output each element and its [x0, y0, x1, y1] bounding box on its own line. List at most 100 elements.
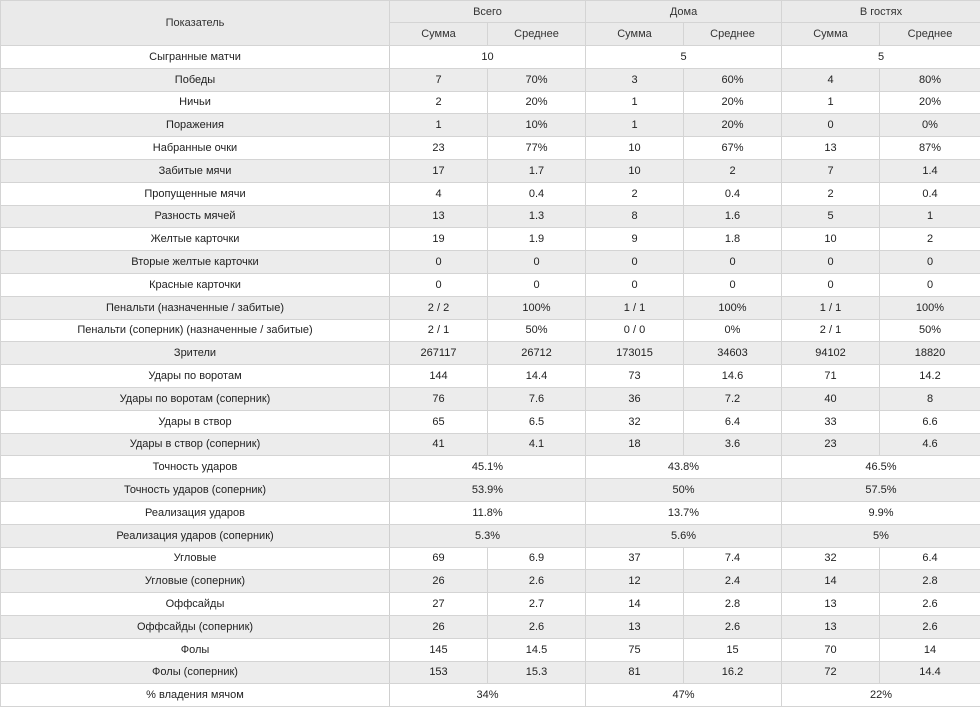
row-label: Точность ударов (соперник) [0, 478, 390, 502]
sum-cell: 13 [389, 204, 488, 229]
sum-cell: 1 / 1 [585, 295, 684, 320]
table-header: Показатель Всего Дома В гостях Сумма Сре… [0, 0, 980, 46]
sum-cell: 153 [389, 660, 488, 685]
table-row: Набранные очки 23 77% 10 67% 13 87% [0, 136, 980, 160]
row-label: Сыгранные матчи [0, 45, 390, 69]
row-label: Удары по воротам (соперник) [0, 386, 390, 411]
avg-cell: 16.2 [683, 660, 782, 685]
table-row: Удары по воротам (соперник) 76 7.6 36 7.2 40 8 [0, 386, 980, 411]
avg-cell: 1.7 [487, 158, 586, 183]
avg-cell: 15.3 [487, 660, 586, 685]
table-row: Оффсайды 27 2.7 14 2.8 13 2.6 [0, 592, 980, 616]
sum-cell: 14 [585, 592, 684, 616]
sum-cell: 13 [781, 136, 880, 160]
table-row: Удары по воротам 144 14.4 73 14.6 71 14.2 [0, 364, 980, 388]
avg-cell: 26712 [487, 341, 586, 366]
row-label: Вторые желтые карточки [0, 250, 390, 274]
sum-cell: 12 [585, 569, 684, 594]
row-label: Фолы [0, 637, 390, 662]
sum-cell: 75 [585, 637, 684, 662]
merged-cell: 13.7% [585, 500, 782, 525]
table-row: Забитые мячи 17 1.7 10 2 7 1.4 [0, 158, 980, 183]
sum-cell: 10 [781, 227, 880, 252]
merged-cell: 50% [585, 478, 782, 502]
avg-cell: 2 [683, 158, 782, 183]
avg-cell: 1.9 [487, 227, 586, 252]
table-row: Удары в створ 65 6.5 32 6.4 33 6.6 [0, 409, 980, 434]
sum-cell: 2 [389, 90, 488, 115]
sum-cell: 2 / 1 [389, 318, 488, 343]
merged-cell: 34% [389, 683, 586, 707]
avg-cell: 0 [683, 250, 782, 274]
avg-cell: 60% [683, 67, 782, 92]
avg-cell: 100% [683, 295, 782, 320]
avg-cell: 20% [683, 90, 782, 115]
avg-cell: 18820 [879, 341, 980, 366]
merged-cell: 45.1% [389, 455, 586, 480]
row-label: Фолы (соперник) [0, 660, 390, 685]
avg-cell: 2.6 [487, 614, 586, 639]
row-label: Желтые карточки [0, 227, 390, 252]
merged-cell: 9.9% [781, 500, 980, 525]
sum-cell: 10 [585, 136, 684, 160]
sum-cell: 23 [389, 136, 488, 160]
row-label: Зрители [0, 341, 390, 366]
sum-cell: 36 [585, 386, 684, 411]
sum-cell: 2 / 1 [781, 318, 880, 343]
avg-cell: 1 [879, 204, 980, 229]
row-label: Пропущенные мячи [0, 181, 390, 206]
merged-cell: 5% [781, 523, 980, 548]
merged-cell: 10 [389, 45, 586, 69]
sum-cell: 76 [389, 386, 488, 411]
row-label: Победы [0, 67, 390, 92]
sum-cell: 17 [389, 158, 488, 183]
avg-cell: 20% [879, 90, 980, 115]
avg-cell: 2 [879, 227, 980, 252]
table-row: % владения мячом 34% 47% 22% [0, 683, 980, 707]
avg-cell: 4.6 [879, 432, 980, 457]
avg-cell: 0.4 [683, 181, 782, 206]
avg-cell: 2.4 [683, 569, 782, 594]
sum-cell: 19 [389, 227, 488, 252]
row-label: Оффсайды (соперник) [0, 614, 390, 639]
table-row: Пенальти (назначенные / забитые) 2 / 2 100… [0, 295, 980, 320]
avg-cell: 7.6 [487, 386, 586, 411]
row-label: Поражения [0, 113, 390, 138]
sum-cell: 1 [585, 113, 684, 138]
row-label: Пенальти (назначенные / забитые) [0, 295, 390, 320]
header-avg: Среднее [487, 22, 586, 46]
avg-cell: 0.4 [879, 181, 980, 206]
table-row: Пропущенные мячи 4 0.4 2 0.4 2 0.4 [0, 181, 980, 206]
avg-cell: 1.8 [683, 227, 782, 252]
avg-cell: 0% [683, 318, 782, 343]
sum-cell: 27 [389, 592, 488, 616]
avg-cell: 0 [487, 250, 586, 274]
table-row: Красные карточки 0 0 0 0 0 0 [0, 272, 980, 297]
header-avg: Среднее [683, 22, 782, 46]
table-row: Угловые 69 6.9 37 7.4 32 6.4 [0, 546, 980, 571]
avg-cell: 7.4 [683, 546, 782, 571]
sum-cell: 9 [585, 227, 684, 252]
avg-cell: 0.4 [487, 181, 586, 206]
table-row: Поражения 1 10% 1 20% 0 0% [0, 113, 980, 138]
table-row: Зрители 267117 26712 173015 34603 94102 18820 [0, 341, 980, 366]
row-label: Точность ударов [0, 455, 390, 480]
row-label: Оффсайды [0, 592, 390, 616]
avg-cell: 50% [487, 318, 586, 343]
avg-cell: 100% [487, 295, 586, 320]
sum-cell: 14 [781, 569, 880, 594]
merged-cell: 5 [585, 45, 782, 69]
sum-cell: 71 [781, 364, 880, 388]
avg-cell: 1.4 [879, 158, 980, 183]
table-row: Угловые (соперник) 26 2.6 12 2.4 14 2.8 [0, 569, 980, 594]
header-sum: Сумма [389, 22, 488, 46]
table-row: Разность мячей 13 1.3 8 1.6 5 1 [0, 204, 980, 229]
table-row: Сыгранные матчи 10 5 5 [0, 45, 980, 69]
avg-cell: 14.4 [879, 660, 980, 685]
row-label: Реализация ударов [0, 500, 390, 525]
row-label: Реализация ударов (соперник) [0, 523, 390, 548]
sum-cell: 0 [585, 272, 684, 297]
sum-cell: 23 [781, 432, 880, 457]
merged-cell: 46.5% [781, 455, 980, 480]
